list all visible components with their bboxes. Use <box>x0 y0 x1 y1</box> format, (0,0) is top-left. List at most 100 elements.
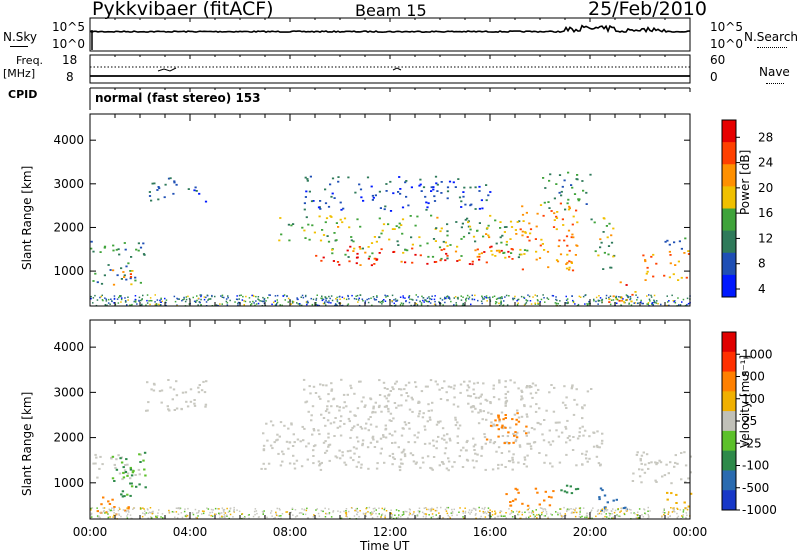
velocity-speckle <box>191 512 194 514</box>
velocity-cell <box>279 421 283 424</box>
velocity-cell <box>514 487 517 490</box>
velocity-cell <box>392 417 395 420</box>
power-speckle <box>138 296 141 299</box>
power-cell <box>478 222 481 224</box>
velocity-cell <box>401 462 404 465</box>
velocity-cell <box>444 447 448 450</box>
velocity-speckle <box>534 515 536 518</box>
power-cell <box>602 268 605 270</box>
velocity-cell <box>372 438 375 441</box>
velocity-cell <box>175 394 179 397</box>
power-cell <box>541 243 544 245</box>
power-speckle <box>587 304 589 306</box>
velocity-cell <box>509 379 512 382</box>
velocity-region <box>485 412 528 445</box>
power-cell <box>118 253 121 256</box>
power-speckle <box>416 304 419 306</box>
power-speckle <box>635 294 637 296</box>
velocity-cell <box>578 435 581 438</box>
power-speckle <box>501 296 503 298</box>
velocity-speckle <box>171 511 174 513</box>
velocity-cell <box>530 447 533 450</box>
power-cell <box>599 238 602 241</box>
velocity-cell <box>144 474 147 477</box>
velocity-speckle <box>449 517 451 519</box>
power-speckle <box>529 300 532 302</box>
velocity-cell <box>400 434 404 437</box>
power-cell <box>404 249 407 251</box>
power-speckle <box>666 295 668 297</box>
power-speckle <box>355 298 358 300</box>
velocity-speckle <box>381 513 384 515</box>
velocity-speckle <box>524 511 526 513</box>
power-cell <box>668 250 671 253</box>
velocity-cell <box>520 389 523 392</box>
power-cell <box>309 175 312 178</box>
power-speckle <box>650 294 652 297</box>
power-speckle <box>159 304 162 307</box>
velocity-speckle <box>482 512 485 514</box>
velocity-speckle <box>337 510 339 512</box>
velocity-cell <box>483 433 486 436</box>
velocity-speckle <box>102 507 104 509</box>
velocity-speckle <box>467 511 470 514</box>
power-speckle <box>489 296 491 299</box>
velocity-cell <box>518 445 522 448</box>
power-cell <box>487 234 490 237</box>
power-cell <box>320 259 323 262</box>
power-cell <box>526 236 529 238</box>
velocity-speckle <box>584 516 586 519</box>
power-speckle <box>203 298 206 301</box>
velocity-cell <box>520 415 524 418</box>
velocity-cell <box>500 426 504 429</box>
velocity-speckle <box>113 514 115 517</box>
velocity-cell <box>342 393 346 396</box>
velocity-cell <box>416 436 419 439</box>
power-cell <box>315 254 318 257</box>
velocity-cell <box>600 509 604 512</box>
power-cell <box>344 253 347 256</box>
power-speckle <box>546 297 548 299</box>
velocity-cell <box>275 439 278 442</box>
velocity-cell <box>516 431 519 434</box>
velocity-speckle <box>162 517 164 519</box>
power-speckle <box>376 296 378 298</box>
power-region <box>608 281 637 303</box>
velocity-cell <box>479 402 482 405</box>
power-cell <box>547 201 550 203</box>
velocity-cell <box>573 398 576 401</box>
velocity-speckle <box>144 510 146 512</box>
velocity-speckle <box>232 516 234 518</box>
velocity-speckle <box>426 508 428 511</box>
power-cell <box>135 248 138 251</box>
power-speckle <box>359 294 362 296</box>
velocity-speckle <box>566 508 569 510</box>
velocity-cell <box>385 397 388 400</box>
power-speckle <box>301 304 303 307</box>
power-speckle <box>251 294 253 297</box>
velocity-speckle <box>318 515 321 517</box>
velocity-cell <box>505 400 508 403</box>
power-cell <box>103 246 106 249</box>
velocity-speckle <box>110 509 112 511</box>
power-colorbar-tick-label: 20 <box>758 181 773 195</box>
power-speckle <box>640 299 642 302</box>
velocity-cell <box>408 427 411 430</box>
velocity-speckle <box>613 511 616 514</box>
power-speckle <box>296 298 299 301</box>
velocity-cell <box>531 382 535 385</box>
power-cell <box>495 242 498 245</box>
power-cell <box>411 243 414 246</box>
velocity-cell <box>505 493 508 496</box>
velocity-cell <box>511 499 515 502</box>
velocity-cell <box>643 471 647 474</box>
velocity-cell <box>402 448 406 451</box>
power-colorbar-tick-label: 8 <box>758 257 766 271</box>
velocity-cell <box>503 442 506 445</box>
velocity-cell <box>95 456 98 459</box>
power-cell <box>389 210 393 212</box>
velocity-cell <box>459 449 463 452</box>
power-cell <box>103 245 107 248</box>
velocity-speckle <box>408 514 410 516</box>
velocity-speckle <box>596 510 599 512</box>
